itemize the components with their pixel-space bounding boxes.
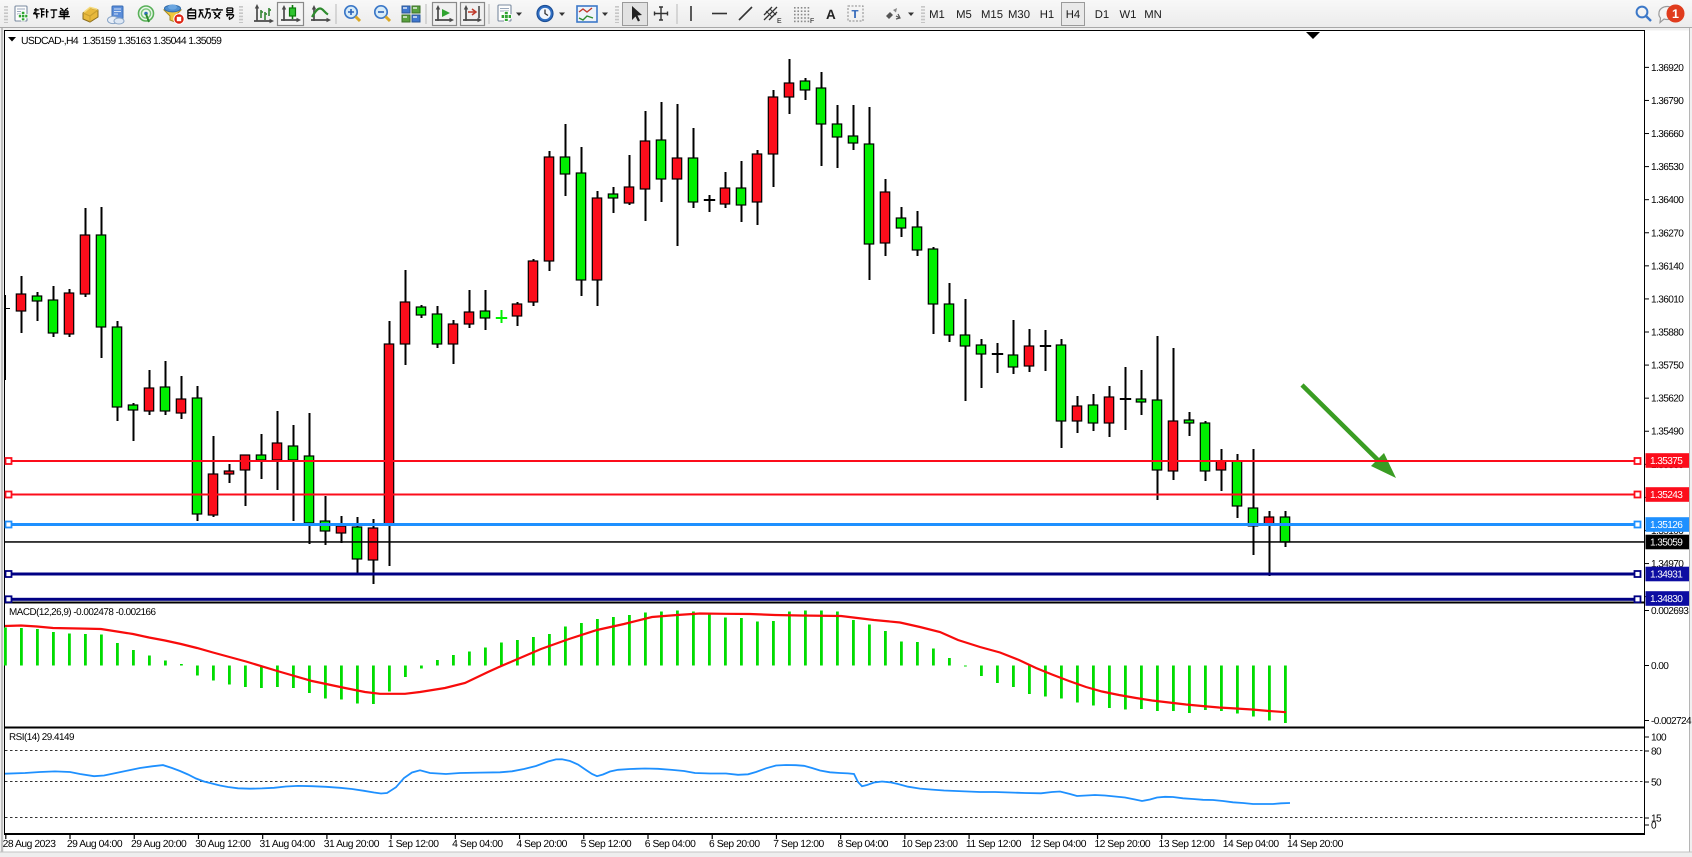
svg-text:14 Sep 04:00: 14 Sep 04:00: [1223, 839, 1280, 850]
svg-text:1.36140: 1.36140: [1651, 261, 1684, 272]
svg-text:1.35490: 1.35490: [1651, 427, 1684, 438]
svg-text:1.34970: 1.34970: [1651, 559, 1684, 570]
svg-text:11 Sep 12:00: 11 Sep 12:00: [966, 839, 1022, 850]
svg-text:1.34830: 1.34830: [1650, 594, 1683, 605]
svg-text:5 Sep 12:00: 5 Sep 12:00: [581, 839, 632, 850]
svg-text:D1: D1: [1095, 9, 1109, 21]
svg-text:1.36530: 1.36530: [1651, 162, 1684, 173]
svg-text:4 Sep 20:00: 4 Sep 20:00: [516, 839, 567, 850]
svg-text:M15: M15: [981, 9, 1003, 21]
svg-text:14 Sep 20:00: 14 Sep 20:00: [1287, 839, 1344, 850]
svg-text:28 Aug 2023: 28 Aug 2023: [3, 839, 57, 850]
svg-text:13 Sep 12:00: 13 Sep 12:00: [1159, 839, 1216, 850]
svg-text:0.002693: 0.002693: [1651, 606, 1689, 617]
svg-text:4 Sep 04:00: 4 Sep 04:00: [452, 839, 503, 850]
svg-text:H1: H1: [1040, 9, 1054, 21]
svg-text:A: A: [826, 7, 836, 22]
svg-text:1.35059: 1.35059: [1650, 538, 1683, 549]
svg-text:MN: MN: [1144, 9, 1162, 21]
svg-text:USDCAD-,H4 1.35159 1.35163 1.: USDCAD-,H4 1.35159 1.35163 1.35044 1.350…: [21, 36, 222, 47]
svg-text:6 Sep 20:00: 6 Sep 20:00: [709, 839, 760, 850]
svg-text:30 Aug 12:00: 30 Aug 12:00: [195, 839, 251, 850]
svg-text:RSI(14) 29.4149: RSI(14) 29.4149: [9, 732, 75, 743]
svg-text:1.36010: 1.36010: [1651, 294, 1684, 305]
svg-text:1.36400: 1.36400: [1651, 195, 1684, 206]
svg-text:15: 15: [1651, 814, 1662, 825]
svg-text:M5: M5: [956, 9, 972, 21]
svg-text:31 Aug 20:00: 31 Aug 20:00: [324, 839, 380, 850]
svg-text:W1: W1: [1120, 9, 1137, 21]
svg-text:29 Aug 20:00: 29 Aug 20:00: [131, 839, 187, 850]
svg-text:7 Sep 12:00: 7 Sep 12:00: [773, 839, 824, 850]
svg-text:31 Aug 04:00: 31 Aug 04:00: [259, 839, 315, 850]
svg-text:1.36270: 1.36270: [1651, 228, 1684, 239]
svg-text:0.00: 0.00: [1651, 661, 1669, 672]
svg-text:50: 50: [1651, 778, 1662, 789]
svg-text:1.36920: 1.36920: [1651, 63, 1684, 74]
svg-text:T: T: [852, 9, 859, 21]
svg-text:0: 0: [1651, 821, 1657, 832]
svg-text:29 Aug 04:00: 29 Aug 04:00: [67, 839, 123, 850]
svg-text:M30: M30: [1008, 9, 1030, 21]
svg-text:1.36790: 1.36790: [1651, 96, 1684, 107]
svg-text:E: E: [777, 18, 782, 25]
svg-text:6 Sep 04:00: 6 Sep 04:00: [645, 839, 696, 850]
svg-text:-0.002724: -0.002724: [1651, 716, 1692, 727]
svg-text:1.36660: 1.36660: [1651, 129, 1684, 140]
svg-text:1.35375: 1.35375: [1650, 456, 1683, 467]
svg-text:M1: M1: [929, 9, 945, 21]
svg-text:8 Sep 04:00: 8 Sep 04:00: [837, 839, 888, 850]
svg-text:12 Sep 20:00: 12 Sep 20:00: [1094, 839, 1151, 850]
svg-text:1.35620: 1.35620: [1651, 394, 1684, 405]
svg-text:80: 80: [1651, 747, 1662, 758]
svg-text:1.34931: 1.34931: [1650, 570, 1683, 581]
svg-text:12 Sep 04:00: 12 Sep 04:00: [1030, 839, 1087, 850]
svg-text:1.35750: 1.35750: [1651, 361, 1684, 372]
svg-text:F: F: [810, 18, 814, 25]
svg-text:MACD(12,26,9) -0.002478 -0.002: MACD(12,26,9) -0.002478 -0.002166: [9, 607, 157, 618]
svg-text:100: 100: [1651, 733, 1667, 744]
svg-text:1.35243: 1.35243: [1650, 490, 1683, 501]
svg-text:H4: H4: [1066, 9, 1080, 21]
svg-text:1.35880: 1.35880: [1651, 328, 1684, 339]
svg-text:1.35126: 1.35126: [1650, 520, 1683, 531]
svg-text:10 Sep 23:00: 10 Sep 23:00: [902, 839, 959, 850]
svg-text:1 Sep 12:00: 1 Sep 12:00: [388, 839, 439, 850]
svg-text:1: 1: [1672, 7, 1679, 21]
